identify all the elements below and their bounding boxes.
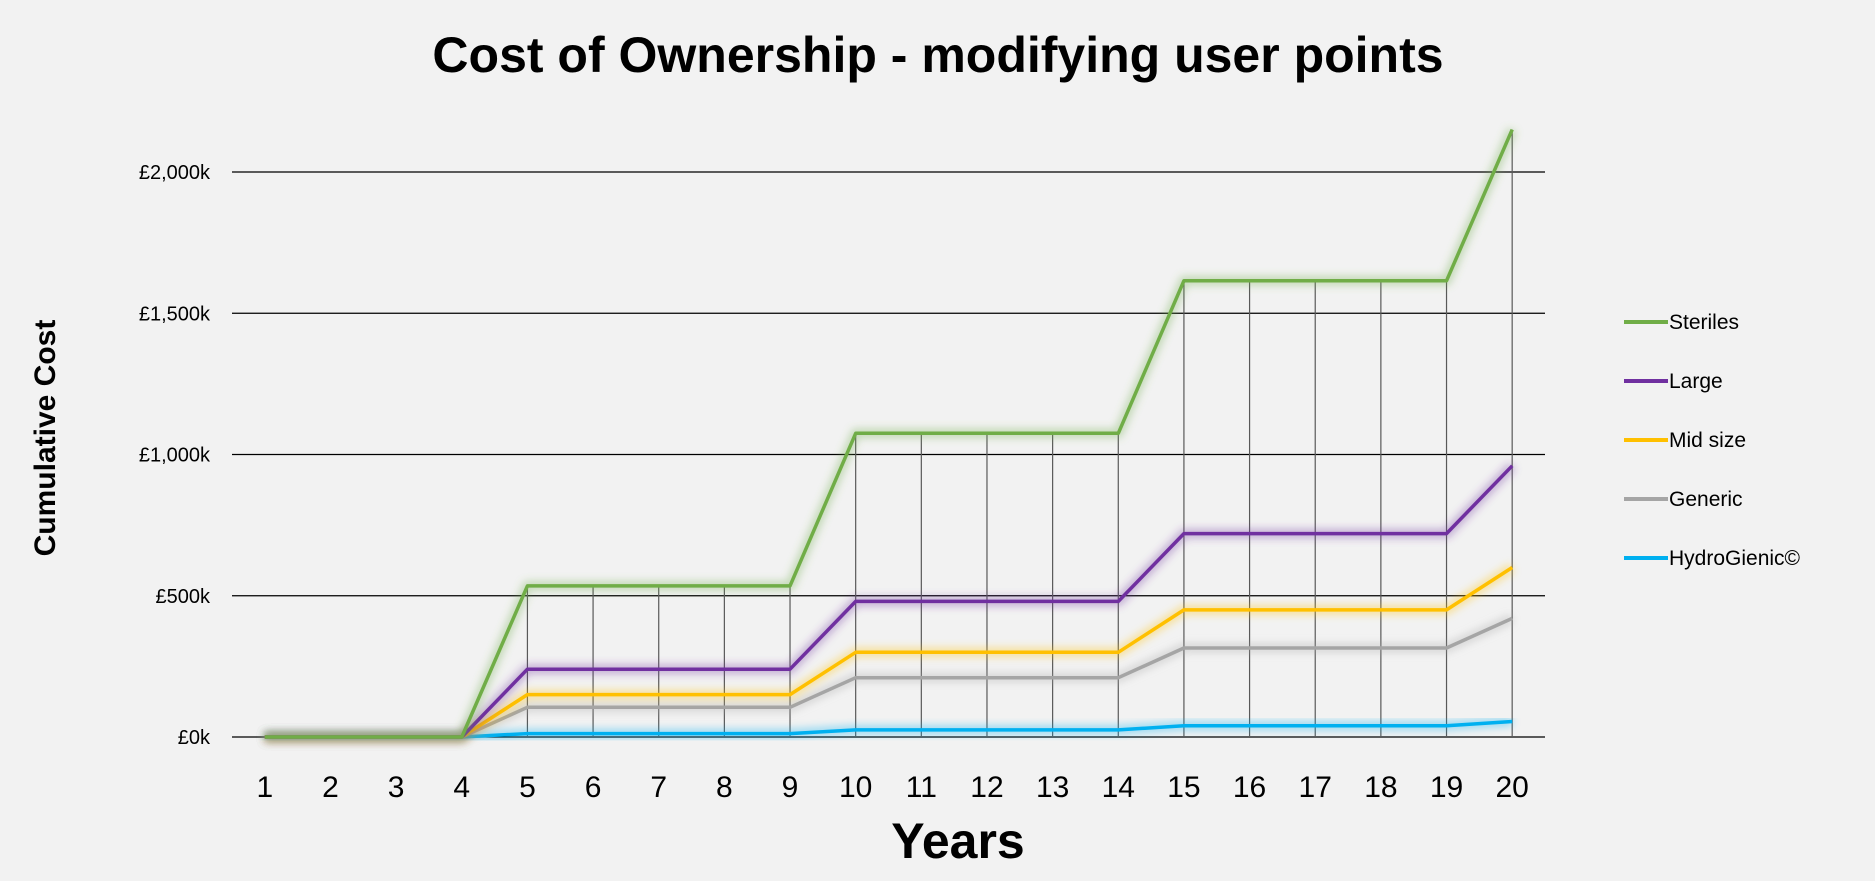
chart-title: Cost of Ownership - modifying user point… (432, 27, 1443, 83)
series-line-large (264, 464, 1514, 739)
x-tick-label: 1 (256, 771, 273, 804)
drop-lines (526, 129, 1513, 737)
legend-label: HydroGienic© (1669, 547, 1801, 570)
x-tick-label: 12 (970, 771, 1003, 804)
series-line-steriles (264, 128, 1514, 739)
x-tick-label: 17 (1299, 771, 1332, 804)
x-tick-label: 7 (650, 771, 667, 804)
x-tick-label: 3 (388, 771, 405, 804)
x-tick-label: 8 (716, 771, 733, 804)
x-tick-label: 11 (906, 771, 937, 804)
x-tick-label: 16 (1233, 771, 1266, 804)
legend: Steriles Large Mid size Generic HydroGienic© (1624, 311, 1801, 570)
legend-label: Large (1669, 370, 1723, 393)
y-axis-label: Cumulative Cost (29, 320, 62, 557)
series-line-generic (264, 616, 1513, 739)
x-tick-label: 10 (839, 771, 872, 804)
x-tick-label: 13 (1036, 771, 1069, 804)
y-tick-label: £2,000k (139, 162, 211, 184)
x-tick-label: 19 (1430, 771, 1463, 804)
y-tick-label: £500k (156, 586, 211, 608)
x-tick-label: 9 (782, 771, 799, 804)
x-tick-label: 18 (1364, 771, 1397, 804)
x-tick-label: 4 (453, 771, 470, 804)
legend-label: Generic (1669, 488, 1743, 511)
x-axis-ticks: 1 2 3 4 5 6 7 8 9 10 11 12 13 14 15 16 17 18 19 20 (256, 771, 1528, 804)
gridlines (232, 171, 1545, 738)
x-tick-label: 2 (322, 771, 339, 804)
x-tick-label: 5 (519, 771, 536, 804)
x-tick-label: 6 (585, 771, 602, 804)
x-axis-label: Years (891, 813, 1024, 869)
legend-label: Steriles (1669, 311, 1739, 334)
y-tick-label: £1,500k (139, 303, 211, 325)
legend-label: Mid size (1669, 429, 1746, 452)
x-tick-label: 20 (1495, 771, 1528, 804)
y-axis-ticks: £0k £500k £1,000k £1,500k £2,000k (139, 162, 211, 749)
y-tick-label: £0k (178, 727, 211, 749)
x-tick-label: 15 (1167, 771, 1200, 804)
series-lines (264, 127, 1517, 742)
x-tick-label: 14 (1102, 771, 1135, 804)
y-tick-label: £1,000k (139, 445, 211, 467)
